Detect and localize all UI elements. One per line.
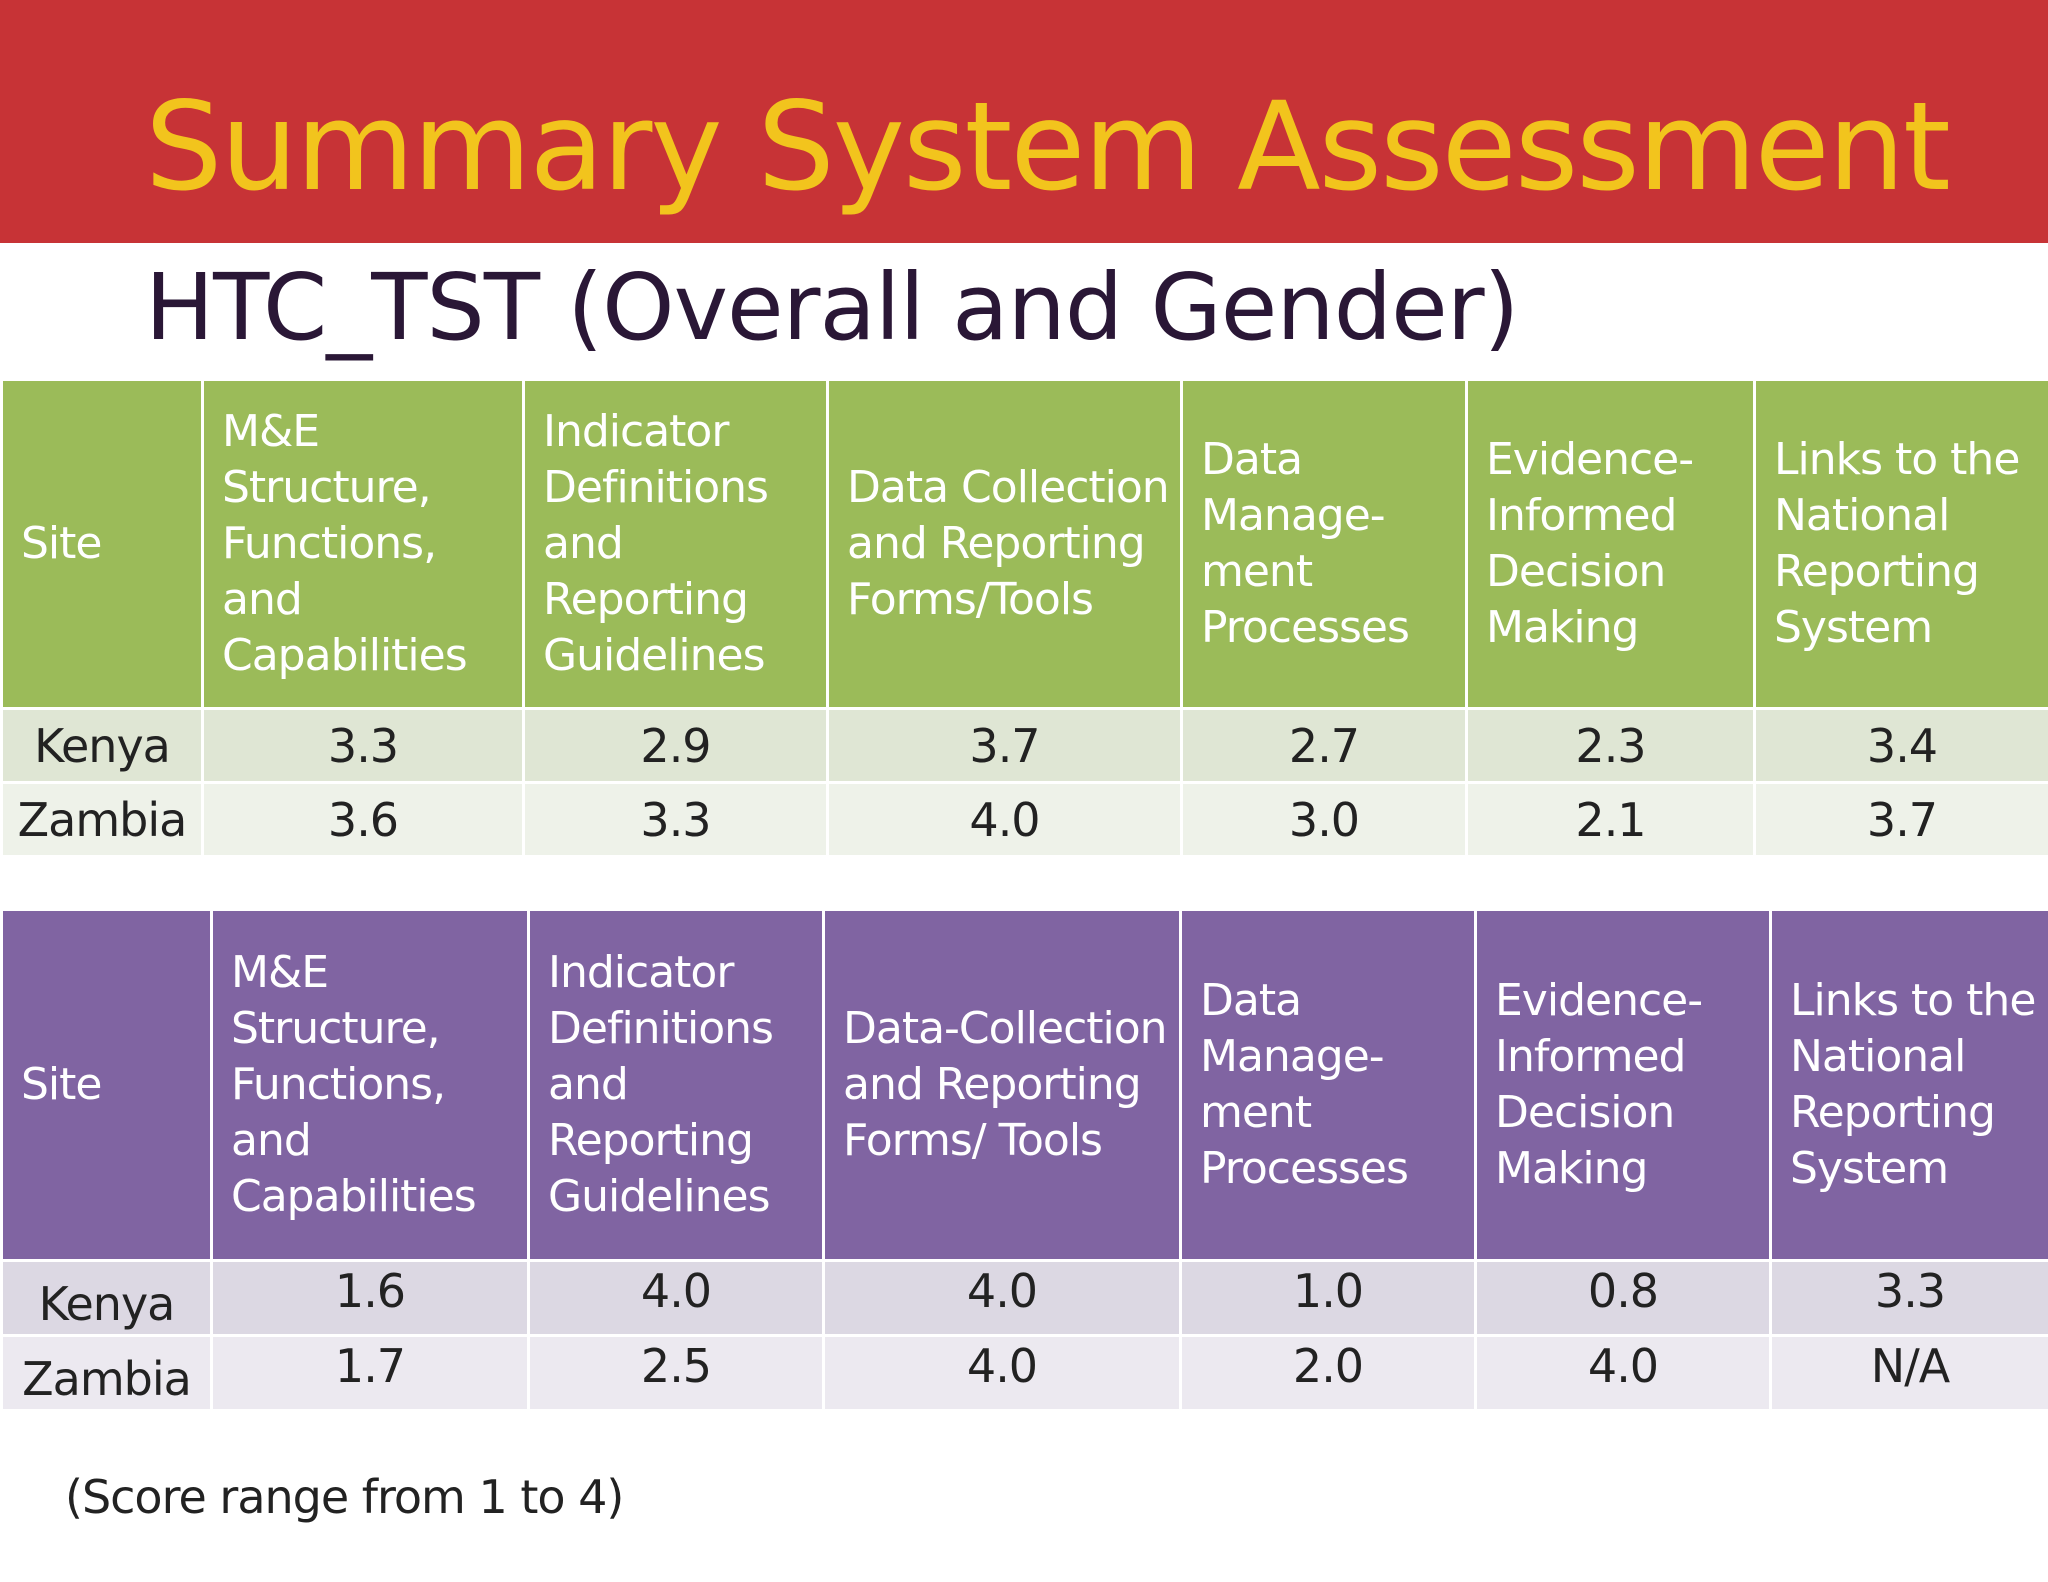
column-header-me-structure: M&E Structure, Functions, and Capabiliti… [210,908,530,1262]
column-header-national-links: Links to the National Reporting System [1753,378,2048,710]
score-cell: 3.7 [1753,781,2048,858]
column-header-data-management: Data Manage-ment Processes [1180,378,1468,710]
score-cell: N/A [1769,1334,2048,1412]
score-cell: 3.6 [201,781,525,858]
column-header-data-collection: Data Collection and Reporting Forms/Tool… [826,378,1183,710]
score-cell: 3.3 [201,707,525,784]
column-header-evidence-informed: Evidence-Informed Decision Making [1474,908,1772,1262]
column-header-indicator-definitions: Indicator Definitions and Reporting Guid… [527,908,825,1262]
score-cell: 2.0 [1179,1334,1477,1412]
column-header-me-structure: M&E Structure, Functions, and Capabiliti… [201,378,525,710]
score-cell: 4.0 [822,1259,1182,1337]
column-header-data-management: Data Manage-ment Processes [1179,908,1477,1262]
site-cell: Kenya [0,1259,213,1337]
table-row: Kenya 1.6 4.0 4.0 1.0 0.8 3.3 [0,1259,2048,1337]
score-cell: 2.7 [1180,707,1468,784]
score-cell: 3.3 [1769,1259,2048,1337]
title-bar [0,0,2048,243]
score-cell: 1.7 [210,1334,530,1412]
column-header-site: Site [0,908,213,1262]
score-cell: 2.3 [1465,707,1756,784]
score-cell: 4.0 [527,1259,825,1337]
score-cell: 3.7 [826,707,1183,784]
score-cell: 3.0 [1180,781,1468,858]
column-header-data-collection: Data-Collection and Reporting Forms/ Too… [822,908,1182,1262]
site-cell: Zambia [0,1334,213,1412]
gender-assessment-table: Site M&E Structure, Functions, and Capab… [0,908,2048,1412]
slide-subtitle: HTC_TST (Overall and Gender) [145,254,1519,361]
table-row: Zambia 1.7 2.5 4.0 2.0 4.0 N/A [0,1334,2048,1412]
score-cell: 2.1 [1465,781,1756,858]
table-row: Zambia 3.6 3.3 4.0 3.0 2.1 3.7 [0,781,2048,858]
score-cell: 2.5 [527,1334,825,1412]
score-cell: 2.9 [522,707,829,784]
column-header-indicator-definitions: Indicator Definitions and Reporting Guid… [522,378,829,710]
column-header-national-links: Links to the National Reporting System [1769,908,2048,1262]
overall-assessment-table: Site M&E Structure, Functions, and Capab… [0,378,2048,858]
score-cell: 4.0 [826,781,1183,858]
score-cell: 1.6 [210,1259,530,1337]
column-header-site: Site [0,378,204,710]
table-header-row: Site M&E Structure, Functions, and Capab… [0,378,2048,710]
score-cell: 3.4 [1753,707,2048,784]
score-cell: 1.0 [1179,1259,1477,1337]
score-cell: 3.3 [522,781,829,858]
slide-title: Summary System Assessment [145,76,1951,218]
site-cell: Zambia [0,781,204,858]
score-range-note: (Score range from 1 to 4) [65,1470,624,1524]
score-cell: 0.8 [1474,1259,1772,1337]
table-row: Kenya 3.3 2.9 3.7 2.7 2.3 3.4 [0,707,2048,784]
score-cell: 4.0 [822,1334,1182,1412]
site-cell: Kenya [0,707,204,784]
column-header-evidence-informed: Evidence-Informed Decision Making [1465,378,1756,710]
score-cell: 4.0 [1474,1334,1772,1412]
table-header-row: Site M&E Structure, Functions, and Capab… [0,908,2048,1262]
